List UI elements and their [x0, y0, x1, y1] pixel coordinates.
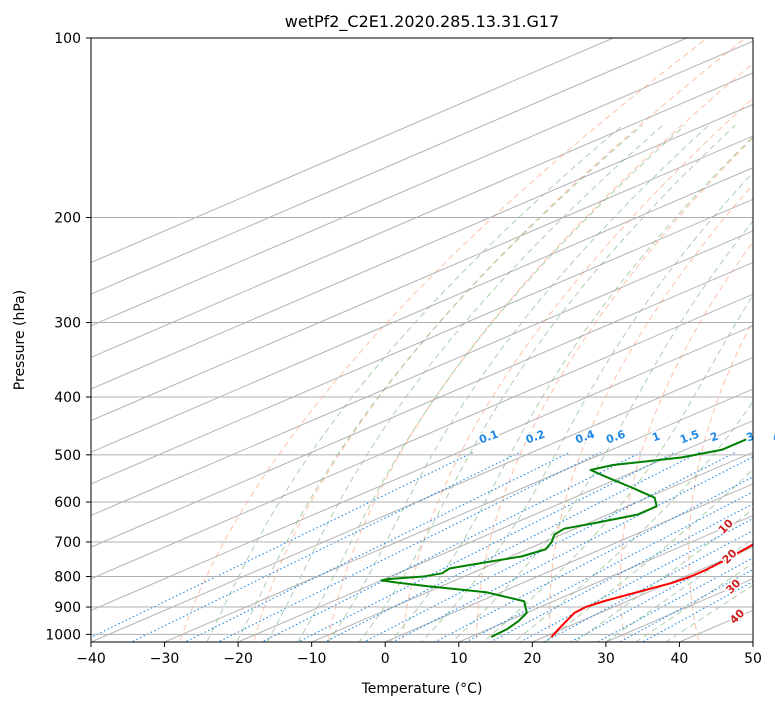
mixing-ratio-line [569, 543, 753, 642]
moist-adiabat-line [236, 124, 643, 642]
isotherm-line [457, 514, 753, 642]
y-tick-label: 300 [54, 316, 81, 332]
isotherm-line [91, 293, 753, 580]
y-tick-label: 900 [54, 600, 81, 616]
x-tick-label: 50 [744, 651, 762, 667]
x-tick-label: 40 [671, 651, 689, 667]
x-tick-label: −30 [150, 651, 180, 667]
mixing-ratio-line [130, 451, 521, 642]
y-tick-label: 200 [54, 211, 81, 227]
isotherm-line [91, 261, 753, 548]
y-tick-label: 1000 [45, 627, 81, 643]
mixing-ratio-line [183, 451, 571, 642]
y-axis-title: Pressure (hPa) [12, 290, 28, 390]
y-tick-label: 700 [54, 535, 81, 551]
isotherm-line [91, 38, 689, 295]
x-tick-label: 20 [523, 651, 541, 667]
mixing-ratio-line [296, 451, 676, 642]
isotherm-line [310, 451, 753, 642]
dry-adiabat-line [179, 38, 709, 642]
x-axis-title: Temperature (°C) [361, 681, 483, 697]
mixing-ratio-line [543, 530, 753, 642]
dry-adiabat-line [401, 97, 753, 642]
mixing-ratio-label: 4 [771, 429, 775, 444]
isotherm-line [91, 356, 753, 642]
plot-frame [90, 37, 754, 643]
temperature-line [550, 543, 753, 638]
plot-background [91, 38, 753, 642]
y-tick-label: 100 [54, 31, 81, 47]
isotherm-line [91, 167, 753, 453]
dewpoint-line [380, 435, 753, 638]
pressure-gridlines [91, 38, 753, 635]
moist-adiabat-line [665, 584, 753, 642]
y-tick-label: 400 [54, 390, 81, 406]
y-tick-label: 600 [54, 495, 81, 511]
dry-adiabat-line [688, 319, 753, 642]
chart-title: wetPf2_C2E1.2020.285.13.31.G17 [285, 12, 559, 32]
x-tick-label: 30 [597, 651, 615, 667]
x-tick-label: −20 [223, 651, 253, 667]
dry-adiabat-line [549, 183, 753, 642]
dry-adiabat-line [327, 62, 753, 642]
mixing-ratio-line [91, 451, 474, 638]
profile-series [380, 435, 753, 638]
mixing-ratio-line [391, 456, 753, 642]
moist-adiabat-line [482, 294, 753, 642]
isotherm-line [236, 420, 753, 642]
x-tick-label: 0 [381, 651, 390, 667]
x-tick-label: 10 [450, 651, 468, 667]
moist-adiabat-line [513, 400, 753, 642]
mixing-ratio-line [489, 503, 753, 642]
x-tick-label: −40 [76, 651, 106, 667]
isotherm-line [531, 546, 753, 642]
y-axis: 100 200 300 400 500 600 700 800 900 1000 [45, 31, 91, 643]
mixing-ratio-line [519, 517, 753, 642]
x-axis: −40 −30 −20 −10 0 10 20 30 40 50 [76, 642, 762, 667]
isotherm-line [91, 198, 753, 485]
isotherm-line [91, 72, 753, 358]
moist-adiabat-line [420, 171, 753, 642]
isotherm-line [91, 325, 753, 611]
isotherm-line [91, 103, 753, 390]
isotherm-line [163, 388, 753, 642]
isotherm-line [91, 230, 753, 517]
mixing-ratio-line [216, 451, 601, 642]
moist-adiabat-line [358, 124, 736, 642]
moist-adiabat-line [451, 220, 753, 642]
isotherm-line [91, 40, 753, 327]
moist-adiabat-line [604, 538, 753, 642]
x-tick-label: −10 [297, 651, 327, 667]
y-tick-label: 800 [54, 570, 81, 586]
isotherm-line [383, 483, 753, 642]
dry-adiabat-line [755, 11, 775, 659]
moist-adiabat-line [634, 562, 753, 642]
mixing-ratio-line [596, 557, 753, 642]
isotherm-line [91, 135, 753, 422]
isotherm-line [91, 38, 615, 264]
y-tick-label: 500 [54, 448, 81, 464]
mixing-ratio-line [260, 451, 642, 642]
